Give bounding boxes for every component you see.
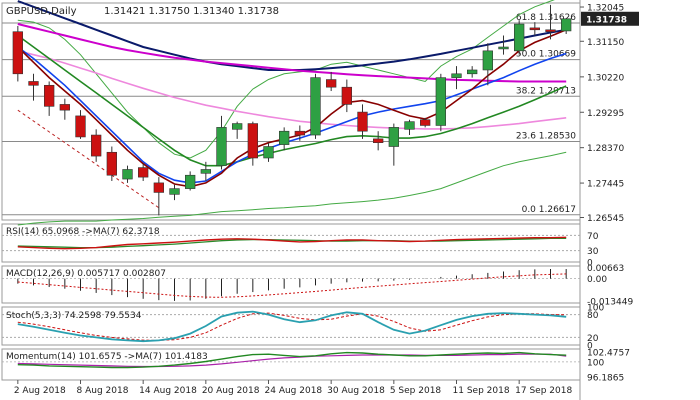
x-axis: 2 Aug 2018 8 Aug 2018 14 Aug 2018 20 Aug 20… [14, 380, 572, 396]
fib-label-1: 50.0 1.30669 [516, 50, 576, 60]
x-tick-label: 17 Sep 2018 [515, 386, 572, 396]
momentum-tick-label: 96.1865 [587, 374, 624, 384]
candle-body [561, 18, 572, 32]
candle-body [451, 73, 462, 78]
momentum-tick-label: 100 [587, 358, 604, 368]
candle-body [341, 86, 352, 105]
candle-body [279, 130, 290, 145]
ma-magenta-line [17, 23, 567, 83]
current-price-label: 1.31738 [586, 15, 627, 25]
x-tick-label: 24 Aug 2018 [265, 386, 323, 396]
price-tick-label: 1.26545 [587, 214, 624, 224]
x-tick-label: 14 Aug 2018 [139, 386, 197, 396]
candle-body [529, 27, 540, 31]
candle-body [435, 77, 446, 126]
ma-green-line [17, 34, 567, 167]
candle-body [404, 121, 415, 130]
candle-body [482, 50, 493, 71]
candle-body [310, 77, 321, 136]
candle-body [388, 127, 399, 147]
rsi-tick-label: 0 [587, 259, 593, 269]
stoch-tick-label: 80 [587, 311, 599, 321]
momentum-label: Momentum(14) 101.6575 ->MA(7) 101.4183 [6, 352, 208, 362]
stoch-tick-label: 20 [587, 334, 599, 344]
candle-body [326, 79, 337, 88]
momentum-tick-label: 102.4757 [587, 348, 630, 358]
candle-body [294, 130, 305, 136]
price-tick-label: 1.27445 [587, 180, 624, 190]
candle-body [91, 134, 102, 157]
x-tick-label: 30 Aug 2018 [327, 386, 385, 396]
price-tick-label: 1.28370 [587, 144, 624, 154]
candle-body [12, 31, 23, 75]
x-tick-label: 11 Sep 2018 [453, 386, 510, 396]
ma-pink-line [17, 50, 567, 130]
candle-body [232, 123, 243, 130]
stoch-label: Stoch(5,3,3) 74.2598 79.5534 [6, 311, 142, 321]
ma-maroon-line [17, 29, 567, 188]
price-tick-label: 1.30220 [587, 73, 624, 83]
macd-tick-label: 0.00663 [587, 264, 624, 274]
candle-body [514, 23, 525, 52]
x-tick-label: 2 Aug 2018 [14, 386, 66, 396]
stoch-k-line [17, 310, 567, 343]
candle-body [263, 146, 274, 159]
chart-ohlc-label: 1.31421 1.31750 1.31340 1.31738 [104, 6, 279, 17]
x-tick-label: 5 Sep 2018 [390, 386, 442, 396]
candle-body [247, 123, 258, 159]
candle-body [59, 104, 70, 111]
stoch-tick-label: 0 [587, 342, 593, 352]
candle-body [545, 29, 556, 33]
ma-blue-line [17, 46, 567, 184]
stoch-tick-label: 100 [587, 304, 604, 314]
macd-tick-label: 0.00 [587, 275, 607, 285]
fib-label-3: 23.6 1.28530 [516, 132, 576, 142]
trend-line [17, 109, 160, 209]
candle-body [498, 46, 509, 50]
rsi-label: RSI(14) 65.0968 ->MA(7) 62.3718 [6, 227, 160, 237]
x-tick-label: 8 Aug 2018 [77, 386, 129, 396]
candle-body [106, 151, 117, 176]
fib-label-4: 0.0 1.26617 [522, 205, 576, 215]
rsi-panel: 70 30 0 [2, 232, 599, 269]
rsi-ma-line [17, 237, 567, 249]
chart-symbol-label: GBPUSD,Daily [6, 6, 77, 17]
rsi-tick-label: 30 [587, 247, 599, 257]
candle-body [122, 169, 133, 180]
macd-tick-label: -0.013449 [587, 298, 633, 308]
fib-label-2: 38.2 1.29713 [516, 86, 576, 96]
candle-body [420, 119, 431, 126]
candle-body [467, 69, 478, 75]
price-tick-label: 1.29295 [587, 109, 624, 119]
candle-body [185, 174, 196, 189]
price-tick-label: 1.32045 [587, 4, 624, 14]
fib-label-0: 61.8 1.31626 [516, 13, 576, 23]
rsi-tick-label: 70 [587, 232, 599, 242]
candle-body [153, 182, 164, 193]
band-lower-line [17, 151, 567, 226]
candle-body [28, 81, 39, 86]
macd-label: MACD(12,26,9) 0.005717 0.002807 [6, 269, 166, 279]
candle-body [216, 127, 227, 166]
x-tick-label: 20 Aug 2018 [202, 386, 260, 396]
panels [1, 0, 581, 400]
price-panel: 61.8 1.31626 50.0 1.30669 38.2 1.29713 23.6… [2, 0, 639, 226]
stoch-d-line [17, 312, 567, 341]
mom-ma-line [17, 353, 567, 368]
candle-body [138, 167, 149, 178]
candle-body [44, 84, 55, 107]
price-tick-label: 1.31150 [587, 38, 624, 48]
candle-body [200, 169, 211, 174]
current-price-box [581, 11, 639, 26]
rsi-line [17, 236, 567, 250]
candle-body [169, 188, 180, 195]
candle-body [373, 138, 384, 143]
candle-body [357, 111, 368, 132]
mom-line [17, 351, 567, 369]
candle-body [75, 115, 86, 138]
